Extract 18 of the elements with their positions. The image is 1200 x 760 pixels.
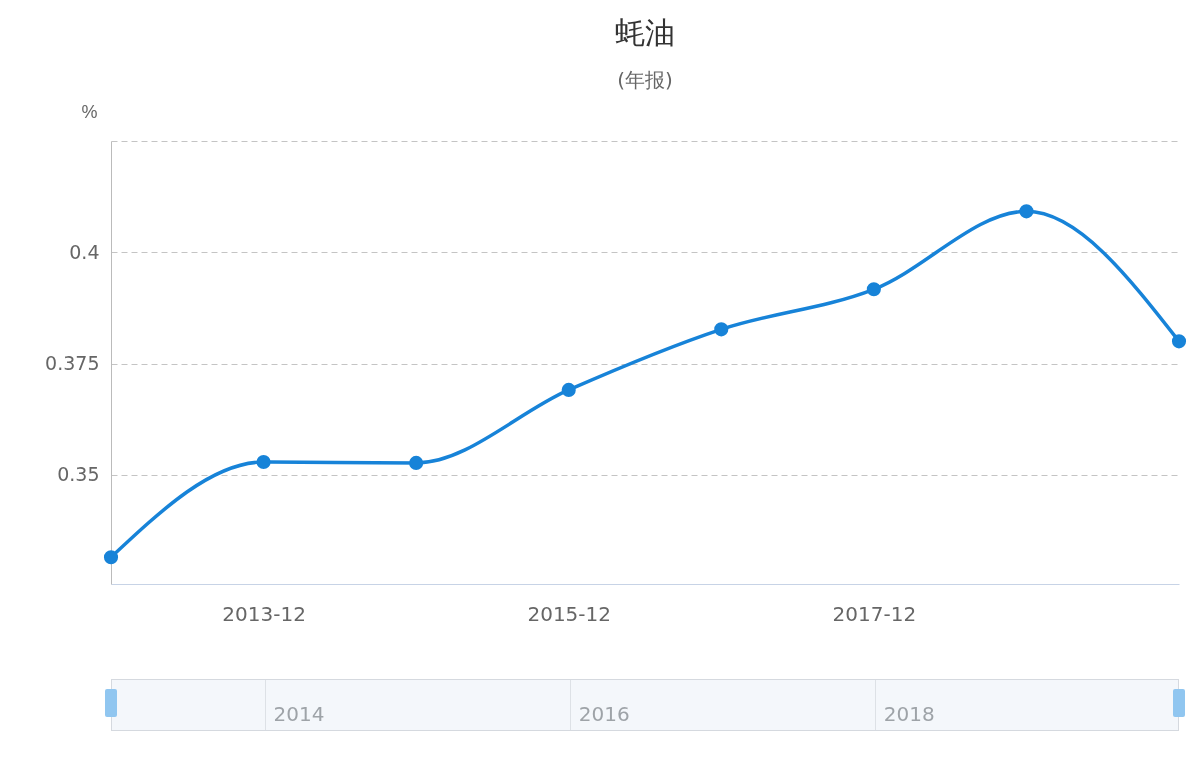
y-tick-label: 0.4 — [69, 240, 100, 263]
point — [103, 550, 119, 565]
point — [561, 382, 576, 397]
chart-title: 蚝油 — [615, 15, 675, 50]
x-tick-label: 2017-12 — [832, 601, 917, 626]
point — [256, 454, 271, 470]
point — [866, 282, 881, 297]
point — [1171, 334, 1187, 349]
point — [714, 322, 729, 337]
range-slider: 2014 2016 2018 — [111, 679, 1179, 731]
point — [409, 455, 424, 470]
y-tick-label: 0.35 — [57, 463, 100, 486]
x-tick-label: 2015-12 — [527, 601, 611, 626]
y-axis-title: % — [81, 101, 98, 122]
y-tick-label: 0.375 — [45, 352, 100, 375]
chart-subtitle: (年报) — [617, 68, 673, 92]
point — [1019, 204, 1034, 219]
x-tick-label: 2013-12 — [222, 601, 306, 626]
